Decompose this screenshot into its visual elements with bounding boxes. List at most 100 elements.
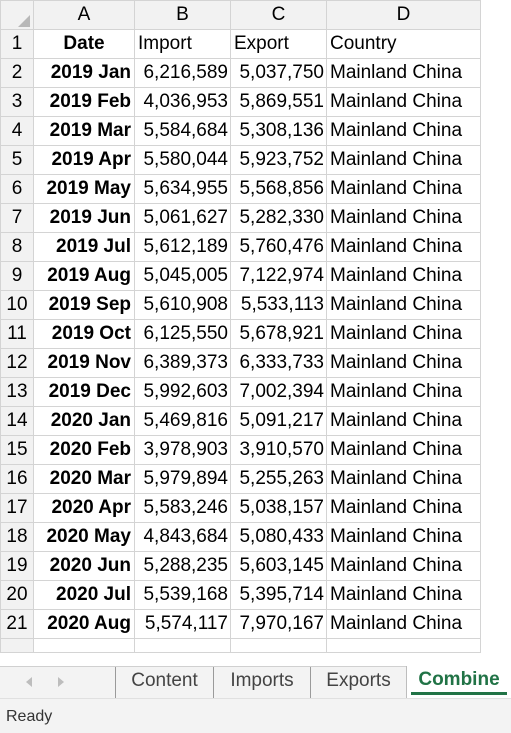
country-cell[interactable]: Mainland China xyxy=(326,290,481,320)
date-cell[interactable]: 2020 Jul xyxy=(33,580,135,610)
export-cell[interactable]: 5,282,330 xyxy=(230,203,327,233)
date-cell[interactable]: 2019 May xyxy=(33,174,135,204)
import-cell[interactable]: 5,061,627 xyxy=(134,203,231,233)
import-cell[interactable]: 6,389,373 xyxy=(134,348,231,378)
row-header[interactable]: 19 xyxy=(0,551,34,581)
date-cell[interactable]: 2019 Mar xyxy=(33,116,135,146)
row-header[interactable]: 4 xyxy=(0,116,34,146)
country-cell[interactable]: Mainland China xyxy=(326,116,481,146)
row-header[interactable]: 10 xyxy=(0,290,34,320)
import-cell[interactable]: 5,580,044 xyxy=(134,145,231,175)
import-cell[interactable]: 5,288,235 xyxy=(134,551,231,581)
date-cell[interactable]: 2020 May xyxy=(33,522,135,552)
row-header[interactable]: 17 xyxy=(0,493,34,523)
header-cell-date[interactable]: Date xyxy=(33,29,135,59)
country-cell[interactable]: Mainland China xyxy=(326,87,481,117)
import-cell[interactable]: 5,469,816 xyxy=(134,406,231,436)
date-cell[interactable]: 2019 Jan xyxy=(33,58,135,88)
select-all-corner[interactable] xyxy=(0,0,34,30)
export-cell[interactable]: 5,533,113 xyxy=(230,290,327,320)
partial-cell[interactable] xyxy=(230,638,327,653)
tab-imports[interactable]: Imports xyxy=(213,667,310,698)
country-cell[interactable]: Mainland China xyxy=(326,145,481,175)
country-cell[interactable]: Mainland China xyxy=(326,232,481,262)
export-cell[interactable]: 5,091,217 xyxy=(230,406,327,436)
export-cell[interactable]: 5,308,136 xyxy=(230,116,327,146)
column-header-d[interactable]: D xyxy=(326,0,481,30)
export-cell[interactable]: 5,760,476 xyxy=(230,232,327,262)
row-header[interactable]: 18 xyxy=(0,522,34,552)
row-header[interactable]: 7 xyxy=(0,203,34,233)
row-header[interactable]: 16 xyxy=(0,464,34,494)
export-cell[interactable]: 5,080,433 xyxy=(230,522,327,552)
partial-cell[interactable] xyxy=(0,638,34,653)
scroll-tabs-right-icon[interactable] xyxy=(58,677,64,687)
export-cell[interactable]: 6,333,733 xyxy=(230,348,327,378)
row-header[interactable]: 5 xyxy=(0,145,34,175)
date-cell[interactable]: 2019 Nov xyxy=(33,348,135,378)
scroll-tabs-left-icon[interactable] xyxy=(26,677,32,687)
partial-cell[interactable] xyxy=(134,638,231,653)
country-cell[interactable]: Mainland China xyxy=(326,464,481,494)
country-cell[interactable]: Mainland China xyxy=(326,522,481,552)
export-cell[interactable]: 5,568,856 xyxy=(230,174,327,204)
date-cell[interactable]: 2019 Feb xyxy=(33,87,135,117)
row-header[interactable]: 6 xyxy=(0,174,34,204)
country-cell[interactable]: Mainland China xyxy=(326,203,481,233)
import-cell[interactable]: 5,574,117 xyxy=(134,609,231,639)
import-cell[interactable]: 4,843,684 xyxy=(134,522,231,552)
import-cell[interactable]: 3,978,903 xyxy=(134,435,231,465)
country-cell[interactable]: Mainland China xyxy=(326,406,481,436)
date-cell[interactable]: 2019 Sep xyxy=(33,290,135,320)
date-cell[interactable]: 2019 Dec xyxy=(33,377,135,407)
import-cell[interactable]: 5,612,189 xyxy=(134,232,231,262)
country-cell[interactable]: Mainland China xyxy=(326,348,481,378)
date-cell[interactable]: 2020 Apr xyxy=(33,493,135,523)
date-cell[interactable]: 2020 Jan xyxy=(33,406,135,436)
tab-combine[interactable]: Combine xyxy=(406,666,511,698)
export-cell[interactable]: 5,395,714 xyxy=(230,580,327,610)
country-cell[interactable]: Mainland China xyxy=(326,319,481,349)
export-cell[interactable]: 7,002,394 xyxy=(230,377,327,407)
partial-cell[interactable] xyxy=(33,638,135,653)
import-cell[interactable]: 5,584,684 xyxy=(134,116,231,146)
import-cell[interactable]: 4,036,953 xyxy=(134,87,231,117)
header-cell-country[interactable]: Country xyxy=(326,29,481,59)
export-cell[interactable]: 7,122,974 xyxy=(230,261,327,291)
export-cell[interactable]: 5,255,263 xyxy=(230,464,327,494)
import-cell[interactable]: 6,125,550 xyxy=(134,319,231,349)
country-cell[interactable]: Mainland China xyxy=(326,435,481,465)
date-cell[interactable]: 2019 Apr xyxy=(33,145,135,175)
date-cell[interactable]: 2019 Oct xyxy=(33,319,135,349)
column-header-c[interactable]: C xyxy=(230,0,327,30)
import-cell[interactable]: 5,610,908 xyxy=(134,290,231,320)
country-cell[interactable]: Mainland China xyxy=(326,174,481,204)
row-header[interactable]: 21 xyxy=(0,609,34,639)
row-header[interactable]: 15 xyxy=(0,435,34,465)
row-header[interactable]: 1 xyxy=(0,29,34,59)
spreadsheet-grid[interactable]: A B C D 1 Date Import Export Country 2 20… xyxy=(0,0,511,666)
date-cell[interactable]: 2020 Aug xyxy=(33,609,135,639)
date-cell[interactable]: 2020 Mar xyxy=(33,464,135,494)
date-cell[interactable]: 2019 Aug xyxy=(33,261,135,291)
export-cell[interactable]: 5,603,145 xyxy=(230,551,327,581)
column-header-b[interactable]: B xyxy=(134,0,231,30)
date-cell[interactable]: 2020 Jun xyxy=(33,551,135,581)
import-cell[interactable]: 5,634,955 xyxy=(134,174,231,204)
country-cell[interactable]: Mainland China xyxy=(326,58,481,88)
export-cell[interactable]: 5,038,157 xyxy=(230,493,327,523)
country-cell[interactable]: Mainland China xyxy=(326,261,481,291)
date-cell[interactable]: 2019 Jul xyxy=(33,232,135,262)
export-cell[interactable]: 5,923,752 xyxy=(230,145,327,175)
date-cell[interactable]: 2020 Feb xyxy=(33,435,135,465)
country-cell[interactable]: Mainland China xyxy=(326,609,481,639)
import-cell[interactable]: 5,539,168 xyxy=(134,580,231,610)
country-cell[interactable]: Mainland China xyxy=(326,551,481,581)
partial-cell[interactable] xyxy=(326,638,481,653)
export-cell[interactable]: 5,678,921 xyxy=(230,319,327,349)
import-cell[interactable]: 5,045,005 xyxy=(134,261,231,291)
country-cell[interactable]: Mainland China xyxy=(326,580,481,610)
row-header[interactable]: 12 xyxy=(0,348,34,378)
row-header[interactable]: 9 xyxy=(0,261,34,291)
export-cell[interactable]: 3,910,570 xyxy=(230,435,327,465)
